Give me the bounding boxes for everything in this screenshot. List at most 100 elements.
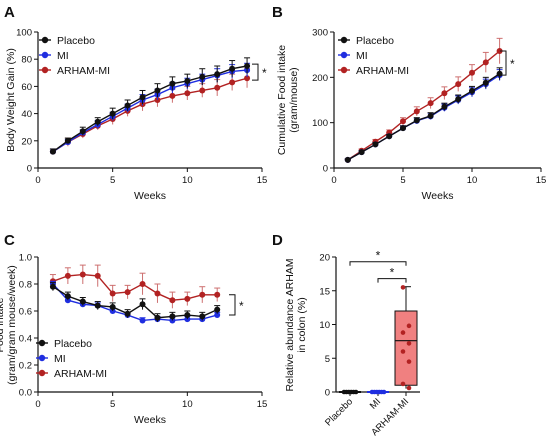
panel-a-data-point bbox=[94, 118, 101, 125]
panel-a-legend-marker bbox=[41, 36, 49, 44]
panel-d-x-tick-label: Placebo bbox=[323, 396, 355, 428]
panel-c-data-point bbox=[124, 289, 131, 296]
panel-a-y-axis-title: Body Weight Gain (%) bbox=[5, 48, 17, 152]
panel-d-data-point bbox=[406, 341, 412, 346]
panel-a-x-tick-label: 15 bbox=[257, 175, 268, 186]
panel-c-x-axis-title: Weeks bbox=[134, 414, 166, 426]
panel-d-box-body bbox=[394, 310, 418, 386]
panel-c-series-line bbox=[52, 273, 218, 301]
panel-c-y-axis-title-line: (gram/gram mouse/week) bbox=[6, 265, 18, 385]
panel-d-data-point bbox=[400, 349, 406, 354]
panel-b-data-point bbox=[427, 100, 434, 107]
panel-c-x-tick-label: 15 bbox=[257, 399, 268, 410]
panel-a-data-point bbox=[169, 92, 176, 99]
panel-b-legend-label: ARHAM-MI bbox=[356, 65, 409, 77]
panel-c-y-axis-title-line: Food intake bbox=[0, 297, 6, 352]
panel-b-legend-marker bbox=[340, 66, 348, 74]
panel-b-legend-item-arham-mi: ARHAM-MI bbox=[338, 65, 409, 77]
panel-c-data-point bbox=[94, 272, 101, 279]
panel-d-comparison-bracket bbox=[377, 278, 407, 283]
panel-c-data-point bbox=[214, 312, 221, 319]
panel-a-data-point bbox=[184, 90, 191, 97]
panel-b-data-point bbox=[496, 70, 503, 77]
panel-a-y-axis-title-line: Body Weight Gain (%) bbox=[5, 48, 17, 152]
panel-d-y-tick-label: 10 bbox=[319, 320, 330, 331]
panel-c-data-point bbox=[184, 312, 191, 319]
panel-d-data-point bbox=[406, 385, 412, 391]
panel-d-y-tick-label: 0 bbox=[325, 388, 330, 399]
panel-b-y-axis-title: Cumulative Food intake(gram/mouse) bbox=[276, 45, 300, 155]
panel-c-x-tick-label: 0 bbox=[35, 399, 40, 410]
panel-b-y-axis-title-line: (gram/mouse) bbox=[288, 67, 300, 132]
panel-c-data-point bbox=[109, 303, 116, 310]
panel-a-data-point bbox=[229, 65, 236, 72]
panel-c-data-point bbox=[124, 310, 131, 317]
panel-d-data-point bbox=[400, 330, 406, 335]
panel-d-y-tick-label: 15 bbox=[319, 286, 330, 297]
panel-c-data-point bbox=[139, 317, 146, 324]
panel-c-data-point bbox=[184, 295, 191, 302]
panel-b-legend-marker bbox=[340, 51, 348, 59]
panel-b-data-point bbox=[344, 156, 351, 163]
panel-a-legend-label: Placebo bbox=[57, 35, 95, 47]
panel-b-data-point bbox=[441, 90, 448, 97]
panel-a-data-point bbox=[199, 73, 206, 80]
panel-d-y-axis-title-line: Relative abundance ARHAM bbox=[284, 258, 296, 391]
panel-b-legend-label: MI bbox=[356, 50, 368, 62]
panel-d-data-point bbox=[406, 359, 412, 364]
panel-b-data-point bbox=[455, 96, 462, 103]
panel-b-x-tick-label: 5 bbox=[400, 175, 405, 186]
panel-c-legend-marker bbox=[38, 339, 46, 347]
panel-b-data-point bbox=[496, 48, 503, 55]
panel-a-legend-label: ARHAM-MI bbox=[57, 65, 110, 77]
panel-c-legend-label: MI bbox=[54, 353, 66, 365]
panel-c-data-point bbox=[169, 297, 176, 304]
panel-b-data-point bbox=[427, 112, 434, 119]
panel-b-series-placebo bbox=[344, 67, 503, 163]
panel-c-data-point bbox=[79, 298, 86, 305]
panel-letter-d: D bbox=[272, 232, 283, 249]
panel-b-data-point bbox=[441, 103, 448, 110]
panel-a-y-tick-label: 80 bbox=[21, 55, 32, 66]
panel-a-data-point bbox=[214, 84, 221, 91]
panel-d-data-point bbox=[353, 389, 359, 395]
panel-b-data-point bbox=[413, 108, 420, 115]
panel-d-data-point bbox=[400, 285, 406, 290]
panel-a-legend-item-placebo: Placebo bbox=[39, 35, 95, 47]
panel-b-legend-marker bbox=[340, 36, 348, 44]
panel-d-box-placebo bbox=[339, 389, 361, 395]
panel-a-x-tick-label: 10 bbox=[182, 175, 193, 186]
panel-a-chart: 0 20 40 60 80 100 Body Weight Gain (%) 0 5 10 15 We… bbox=[5, 28, 267, 203]
panel-c-y-tick-label: 0.2 bbox=[19, 361, 32, 372]
panel-a-x-tick-label: 0 bbox=[35, 175, 40, 186]
panel-c-x-tick-label: 5 bbox=[110, 399, 115, 410]
panel-b-data-point bbox=[400, 118, 406, 125]
panel-c-data-point bbox=[214, 291, 221, 298]
panel-c-significance-star: * bbox=[239, 299, 244, 313]
panel-d-data-point bbox=[400, 381, 406, 387]
panel-a-data-point bbox=[244, 63, 251, 69]
panel-a-data-point bbox=[109, 110, 116, 117]
panel-d-y-axis-title: Relative abundance ARHAMin colon (%) bbox=[284, 258, 308, 391]
panel-a-y-tick-label: 40 bbox=[21, 109, 32, 120]
panel-c-legend-marker bbox=[38, 354, 46, 362]
panel-c-x-tick-label: 10 bbox=[182, 399, 193, 410]
panel-c-data-point bbox=[139, 301, 146, 308]
panel-d-x-tick-label: MI bbox=[368, 396, 383, 411]
panel-a-significance-bracket bbox=[252, 63, 259, 81]
panel-b-series-line bbox=[347, 73, 500, 161]
panel-c-data-point bbox=[64, 293, 71, 300]
panel-b-y-tick-label: 0 bbox=[323, 164, 328, 175]
panel-a-legend-marker bbox=[41, 66, 49, 74]
panel-a-data-point bbox=[229, 79, 236, 86]
panel-a-data-point bbox=[154, 87, 161, 94]
panel-d-comparison-star: * bbox=[390, 266, 395, 280]
panel-c-data-point bbox=[49, 283, 56, 290]
panel-b-data-point bbox=[482, 59, 489, 66]
panel-d-y-axis-title-line: in colon (%) bbox=[296, 297, 308, 352]
panel-a-significance-star: * bbox=[262, 66, 267, 80]
panel-b-x-tick-label: 10 bbox=[467, 175, 478, 186]
panel-a-y-tick-label: 0 bbox=[27, 164, 32, 175]
panel-b-significance-bracket bbox=[500, 50, 507, 76]
